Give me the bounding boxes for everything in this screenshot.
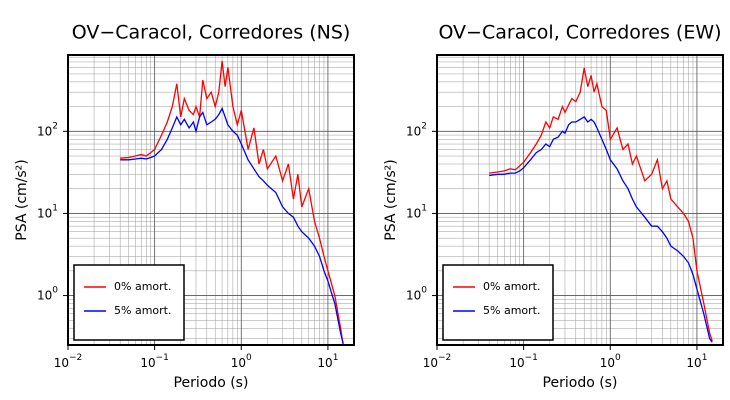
tick-base: 10 bbox=[317, 356, 332, 370]
tick-exponent: 1 bbox=[52, 203, 58, 213]
tick-exponent: 1 bbox=[333, 353, 339, 363]
tick-label: 101 bbox=[686, 353, 707, 370]
tick-base: 10 bbox=[406, 206, 421, 220]
tick-label: 10−2 bbox=[423, 353, 452, 370]
tick-exponent: 0 bbox=[52, 285, 58, 295]
series-line bbox=[120, 106, 344, 344]
x-axis-label: Periodo (s) bbox=[174, 375, 249, 391]
tick-base: 10 bbox=[37, 288, 52, 302]
tick-exponent: −1 bbox=[156, 353, 169, 363]
tick-base: 10 bbox=[600, 356, 615, 370]
chart: OV−Caracol, Corredores (NS) Periodo (s) PS… bbox=[14, 22, 355, 391]
tick-label: 100 bbox=[406, 285, 427, 302]
tick-base: 10 bbox=[37, 206, 52, 220]
y-axis-label: PSA (cm/s²) bbox=[14, 159, 30, 241]
tick-exponent: −2 bbox=[69, 353, 82, 363]
tick-base: 10 bbox=[406, 288, 421, 302]
tick-label: 100 bbox=[231, 353, 252, 370]
x-axis-label: Periodo (s) bbox=[543, 375, 618, 391]
tick-exponent: −1 bbox=[525, 353, 538, 363]
series-line bbox=[489, 67, 713, 342]
tick-exponent: 0 bbox=[246, 353, 252, 363]
tick-label: 10−2 bbox=[54, 353, 83, 370]
tick-exponent: 2 bbox=[421, 121, 427, 131]
tick-label: 102 bbox=[37, 121, 58, 138]
tick-exponent: 0 bbox=[615, 353, 621, 363]
tick-label: 100 bbox=[600, 353, 621, 370]
tick-base: 10 bbox=[423, 356, 438, 370]
y-axis-label: PSA (cm/s²) bbox=[383, 159, 399, 241]
plot-frame bbox=[67, 54, 355, 346]
tick-exponent: −2 bbox=[438, 353, 451, 363]
legend-box bbox=[73, 264, 185, 341]
legend-box bbox=[442, 264, 554, 341]
plot-frame bbox=[436, 54, 724, 346]
chart: OV−Caracol, Corredores (EW) Periodo (s) PS… bbox=[383, 22, 724, 391]
tick-base: 10 bbox=[54, 356, 69, 370]
legend-label: 5% amort. bbox=[114, 304, 171, 317]
tick-label: 10−1 bbox=[509, 353, 538, 370]
chart-title: OV−Caracol, Corredores (NS) bbox=[72, 22, 351, 44]
tick-base: 10 bbox=[509, 356, 524, 370]
tick-label: 102 bbox=[406, 121, 427, 138]
tick-base: 10 bbox=[231, 356, 246, 370]
tick-label: 100 bbox=[37, 285, 58, 302]
chart-title: OV−Caracol, Corredores (EW) bbox=[438, 22, 721, 44]
tick-label: 10−1 bbox=[140, 353, 169, 370]
legend-label: 0% amort. bbox=[483, 280, 540, 293]
tick-label: 101 bbox=[37, 203, 58, 220]
legend-label: 0% amort. bbox=[114, 280, 171, 293]
legend-label: 5% amort. bbox=[483, 304, 540, 317]
tick-base: 10 bbox=[37, 124, 52, 138]
tick-exponent: 0 bbox=[421, 285, 427, 295]
tick-exponent: 1 bbox=[421, 203, 427, 213]
tick-exponent: 2 bbox=[52, 121, 58, 131]
tick-label: 101 bbox=[406, 203, 427, 220]
tick-base: 10 bbox=[686, 356, 701, 370]
tick-base: 10 bbox=[406, 124, 421, 138]
tick-label: 101 bbox=[317, 353, 338, 370]
tick-base: 10 bbox=[140, 356, 155, 370]
series-line bbox=[489, 116, 713, 343]
tick-exponent: 1 bbox=[702, 353, 708, 363]
series-line bbox=[120, 60, 344, 346]
